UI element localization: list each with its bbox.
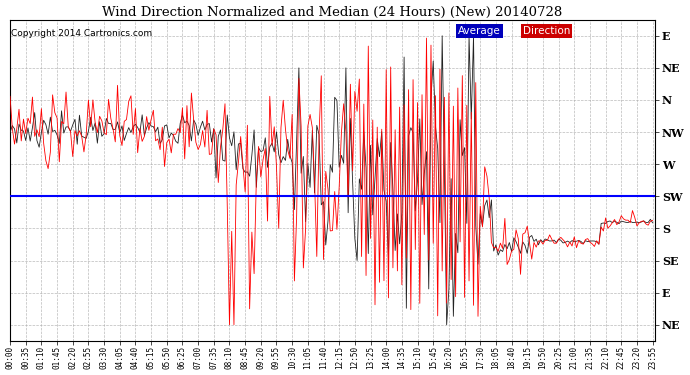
Title: Wind Direction Normalized and Median (24 Hours) (New) 20140728: Wind Direction Normalized and Median (24…	[102, 6, 562, 18]
Text: Copyright 2014 Cartronics.com: Copyright 2014 Cartronics.com	[11, 29, 152, 38]
Text: Direction: Direction	[523, 26, 570, 36]
Text: Average: Average	[458, 26, 501, 36]
